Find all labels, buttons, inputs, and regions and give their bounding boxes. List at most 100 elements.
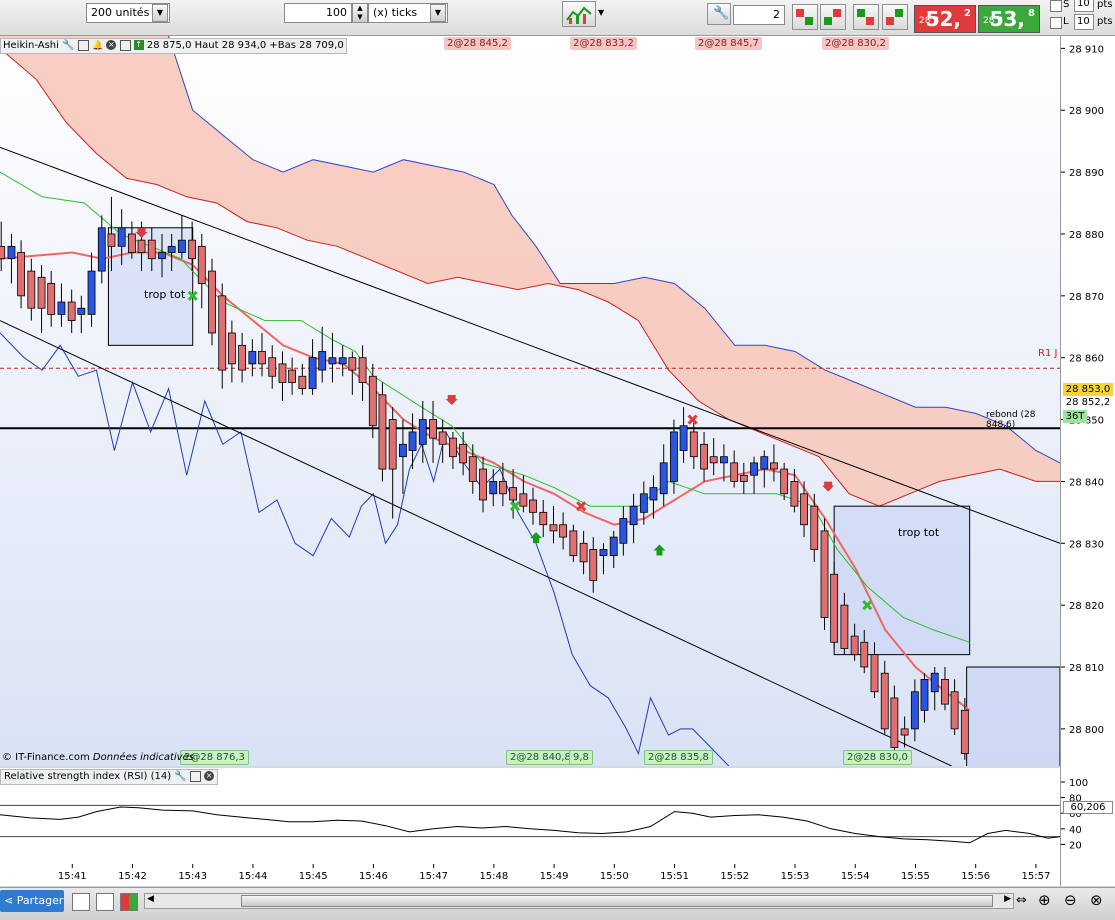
candle-body bbox=[599, 549, 608, 557]
ticks-unit-select[interactable]: (x) ticks bbox=[368, 3, 448, 23]
zoom-out-icon[interactable]: ⊖ bbox=[1064, 891, 1077, 909]
wrench-icon[interactable]: 🔧 bbox=[174, 771, 187, 782]
chevron-down-icon[interactable]: ▼ bbox=[430, 4, 446, 22]
candle-body bbox=[950, 691, 959, 730]
exit-x-marker bbox=[187, 290, 198, 301]
s-checkbox[interactable] bbox=[1050, 0, 1062, 12]
zoom-in-icon[interactable]: ⊕ bbox=[1038, 891, 1051, 909]
candle-body bbox=[27, 270, 36, 309]
horizontal-scrollbar[interactable]: ◀ ▶ bbox=[144, 893, 1014, 909]
order-tag-bottom[interactable]: 2@28 876,3 bbox=[180, 750, 249, 765]
x-tick-label: 15:41 bbox=[58, 871, 87, 882]
l-pts-unit: pts bbox=[1097, 16, 1113, 27]
y-tick-label: 28 810 bbox=[1069, 663, 1104, 674]
buy-arrow-marker bbox=[653, 544, 666, 556]
candle-body bbox=[67, 301, 76, 321]
order-tag-bottom[interactable]: 2@28 840,8 bbox=[506, 750, 575, 765]
time-axis[interactable]: 15:41 15:42 15:43 15:44 15:45 15:46 15:47 15:48… bbox=[0, 864, 1060, 886]
box2-label: trop tot bbox=[898, 526, 940, 539]
y-tick-label: 28 860 bbox=[1069, 354, 1104, 365]
order-type-button-2[interactable] bbox=[820, 4, 846, 30]
rsi-panel[interactable]: Relative strength index (RSI) (14) 🔧 × bbox=[0, 768, 1061, 864]
y-tick-label: 28 800 bbox=[1069, 725, 1104, 736]
buy-button[interactable]: 28 8 53, 8 bbox=[978, 5, 1040, 33]
layout-icon[interactable] bbox=[96, 893, 114, 911]
share-button[interactable]: ⋖ Partager bbox=[0, 890, 64, 912]
candle-body bbox=[941, 678, 949, 705]
x-tick-label: 15:57 bbox=[1021, 871, 1050, 882]
wrench-icon[interactable]: 🔧 bbox=[62, 40, 75, 51]
chevron-right-icon[interactable]: ▶ bbox=[1004, 894, 1011, 904]
instrument-type: Heikin-Ashi bbox=[3, 40, 59, 51]
window-icon[interactable] bbox=[77, 39, 89, 51]
lots-input[interactable]: 2 bbox=[733, 5, 785, 25]
y-tick-label: 28 840 bbox=[1069, 477, 1104, 488]
candle-body bbox=[248, 351, 257, 365]
candle-body bbox=[509, 487, 518, 501]
scrollbar-thumb[interactable] bbox=[241, 895, 993, 907]
candle-body bbox=[358, 357, 367, 383]
stop-button-2[interactable] bbox=[882, 4, 908, 30]
arrows-icon[interactable]: ⇔ bbox=[1016, 893, 1027, 908]
chevron-down-icon[interactable]: ▼ bbox=[152, 4, 168, 22]
share-label: Partager bbox=[16, 894, 64, 907]
rsi-tick-label: 40 bbox=[1069, 825, 1082, 836]
annotation-box bbox=[966, 666, 1061, 773]
buy-arrow-marker bbox=[530, 532, 543, 544]
bell-icon[interactable]: 🔔 bbox=[91, 41, 104, 51]
ticks-input[interactable]: 100 bbox=[284, 3, 352, 23]
stop-icon bbox=[857, 9, 874, 25]
price-axis[interactable]: 28 910 28 900 28 890 28 880 28 870 28 860 28 8… bbox=[1060, 36, 1115, 886]
ma-red-line bbox=[0, 251, 971, 712]
x-tick-label: 15:48 bbox=[479, 871, 508, 882]
price-chart[interactable]: Heikin-Ashi 🔧 🔔 × ↑ 28 875,0 Haut 28 934… bbox=[0, 0, 1061, 773]
candle-body bbox=[388, 419, 397, 470]
close-icon[interactable]: × bbox=[106, 40, 117, 50]
y-tick-label: 28 880 bbox=[1069, 230, 1104, 241]
s-pts-input[interactable]: 10 bbox=[1074, 0, 1094, 12]
order-tag-bottom[interactable]: 2@28 835,8 bbox=[644, 750, 713, 765]
arrow-up-icon[interactable]: ↑ bbox=[133, 40, 144, 50]
candle-body bbox=[890, 697, 899, 748]
cloud-area bbox=[0, 0, 1060, 507]
layout-icon[interactable] bbox=[72, 893, 90, 911]
color-icon[interactable] bbox=[120, 893, 138, 911]
l-pts-input[interactable]: 10 bbox=[1074, 14, 1094, 30]
rsi-value-label: 60,206 bbox=[1063, 801, 1113, 814]
order-tag-top[interactable]: 2@28 833,2 bbox=[570, 37, 637, 50]
rsi-tick-label: 20 bbox=[1069, 840, 1082, 851]
candle-body bbox=[900, 728, 909, 736]
order-tag-top[interactable]: 2@28 830,2 bbox=[822, 37, 889, 50]
order-tag-bottom[interactable]: 2@28 830,0 bbox=[843, 750, 912, 765]
price-axis-svg: 28 910 28 900 28 890 28 880 28 870 28 860 28 8… bbox=[1061, 44, 1104, 851]
chevron-left-icon[interactable]: ◀ bbox=[147, 894, 154, 904]
candle-body bbox=[529, 499, 537, 513]
l-checkbox[interactable] bbox=[1050, 17, 1062, 29]
order-tag-top[interactable]: 2@28 845,2 bbox=[444, 37, 511, 50]
cloud-upper-line bbox=[74, 0, 1061, 464]
quantity-select[interactable]: 200 unités bbox=[86, 3, 170, 23]
candle-body bbox=[579, 542, 588, 563]
maximize-icon[interactable] bbox=[119, 39, 131, 51]
chart-type-button[interactable] bbox=[562, 1, 596, 27]
chevron-down-icon[interactable]: ▼ bbox=[598, 8, 605, 17]
maximize-icon[interactable] bbox=[189, 770, 201, 782]
ticks-stepper[interactable]: ▲ ▼ bbox=[352, 3, 368, 23]
x-tick-label: 15:45 bbox=[299, 871, 328, 882]
candle-body bbox=[147, 239, 156, 260]
order-type-button-1[interactable] bbox=[792, 4, 818, 30]
x-tick-label: 15:55 bbox=[901, 871, 930, 882]
candle-body bbox=[328, 357, 337, 365]
order-tag-bottom[interactable]: 9,8 bbox=[569, 750, 593, 765]
time-axis-svg: 15:41 15:42 15:43 15:44 15:45 15:46 15:47 15:48… bbox=[58, 864, 1050, 882]
wrench-button[interactable]: 🔧 bbox=[707, 3, 731, 25]
rebond-label: rebond (28 848,6) bbox=[986, 410, 1036, 430]
zoom-reset-icon[interactable]: ⊗ bbox=[1090, 891, 1103, 909]
sell-button[interactable]: 28 8 52, 2 bbox=[914, 5, 976, 33]
close-icon[interactable]: × bbox=[204, 771, 215, 781]
stop-button-1[interactable] bbox=[853, 4, 879, 30]
order-tag-top[interactable]: 2@28 845,7 bbox=[695, 37, 762, 50]
s-pts-value: 10 bbox=[1077, 0, 1090, 9]
candle-body bbox=[739, 474, 748, 482]
candle-body bbox=[830, 573, 839, 643]
